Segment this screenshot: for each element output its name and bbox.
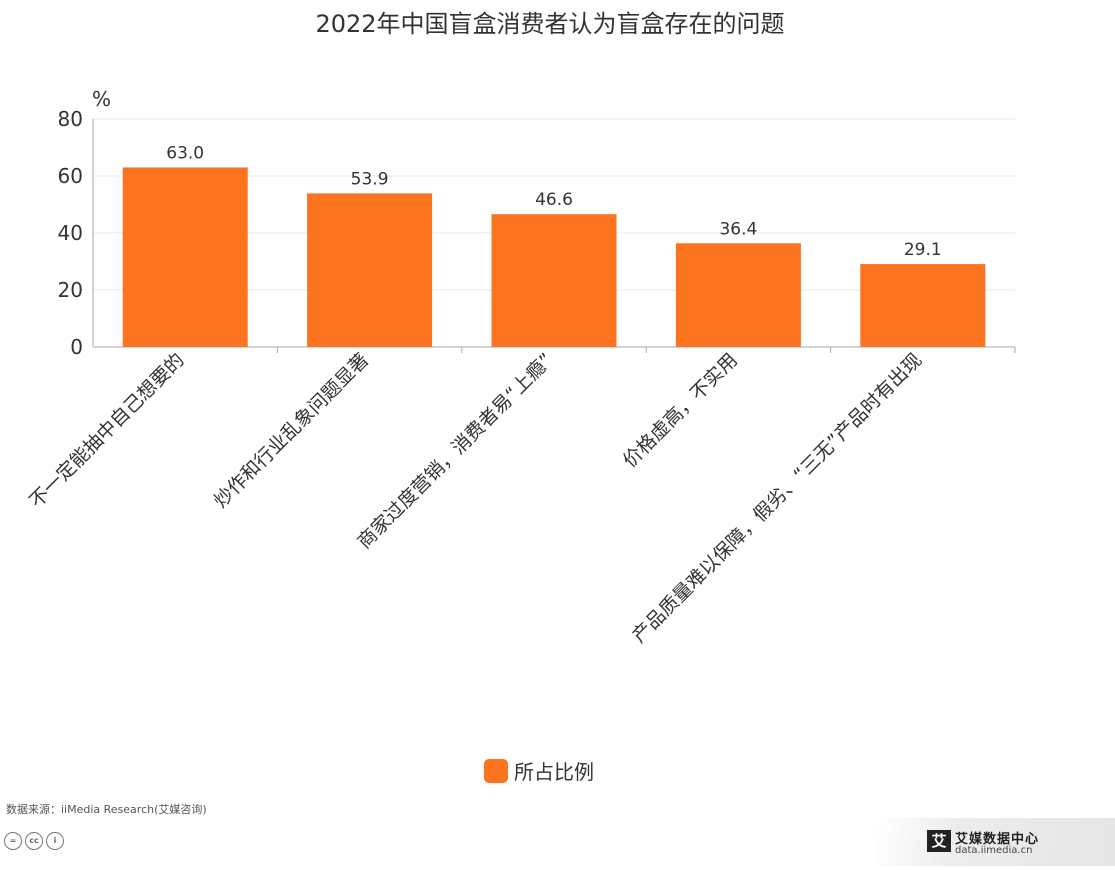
y-tick-label: 0 — [70, 335, 83, 359]
data-label: 53.9 — [351, 169, 389, 189]
bar-5 — [860, 264, 986, 347]
x-tick-label: 不一定能抽中自己想要的 — [25, 349, 188, 512]
bar-2 — [307, 193, 433, 347]
bar-4 — [675, 243, 801, 347]
equals-icon: = — [4, 832, 22, 850]
chart-title: 2022年中国盲盒消费者认为盲盒存在的问题 — [315, 10, 785, 38]
cc-icon: cc — [25, 832, 43, 850]
data-label: 46.6 — [535, 190, 573, 210]
y-tick-label: 40 — [58, 221, 83, 245]
legend-swatch — [484, 758, 508, 783]
x-tick-label: 产品质量难以保障，假劣、“三无”产品时有出现 — [628, 349, 926, 647]
data-label: 36.4 — [719, 219, 757, 239]
bar-1 — [122, 167, 248, 347]
x-tick-label: 炒作和行业乱象问题显著 — [210, 349, 373, 512]
bar-chart: 0 20 40 60 80% 63.0 不一定能抽中自己想要的 53.9 炒作和行业乱象问题显著… — [25, 87, 1016, 647]
y-tick-label: 60 — [58, 164, 83, 188]
y-axis-unit: % — [92, 87, 111, 111]
x-tick-label: 商家过度营销，消费者易“上瘾” — [353, 349, 557, 553]
person-icon: i — [46, 832, 64, 850]
brand-url: data.iimedia.cn — [955, 845, 1033, 856]
legend-label: 所占比例 — [514, 760, 594, 784]
x-tick-label: 价格虚高，不实用 — [619, 349, 742, 472]
y-tick-label: 20 — [58, 278, 83, 302]
data-source: 数据来源：iiMedia Research(艾媒咨询) — [6, 803, 207, 816]
data-label: 29.1 — [904, 240, 942, 260]
brand-logo-icon: 艾 — [927, 830, 951, 852]
brand-name: 艾媒数据中心 — [955, 832, 1040, 847]
y-tick-label: 80 — [58, 107, 83, 131]
legend[interactable]: 所占比例 — [484, 756, 594, 785]
data-label: 63.0 — [166, 143, 204, 163]
brand-watermark: 艾 艾媒数据中心 data.iimedia.cn — [875, 818, 1115, 866]
license-icons: = cc i — [4, 832, 64, 850]
bar-3 — [491, 214, 617, 347]
